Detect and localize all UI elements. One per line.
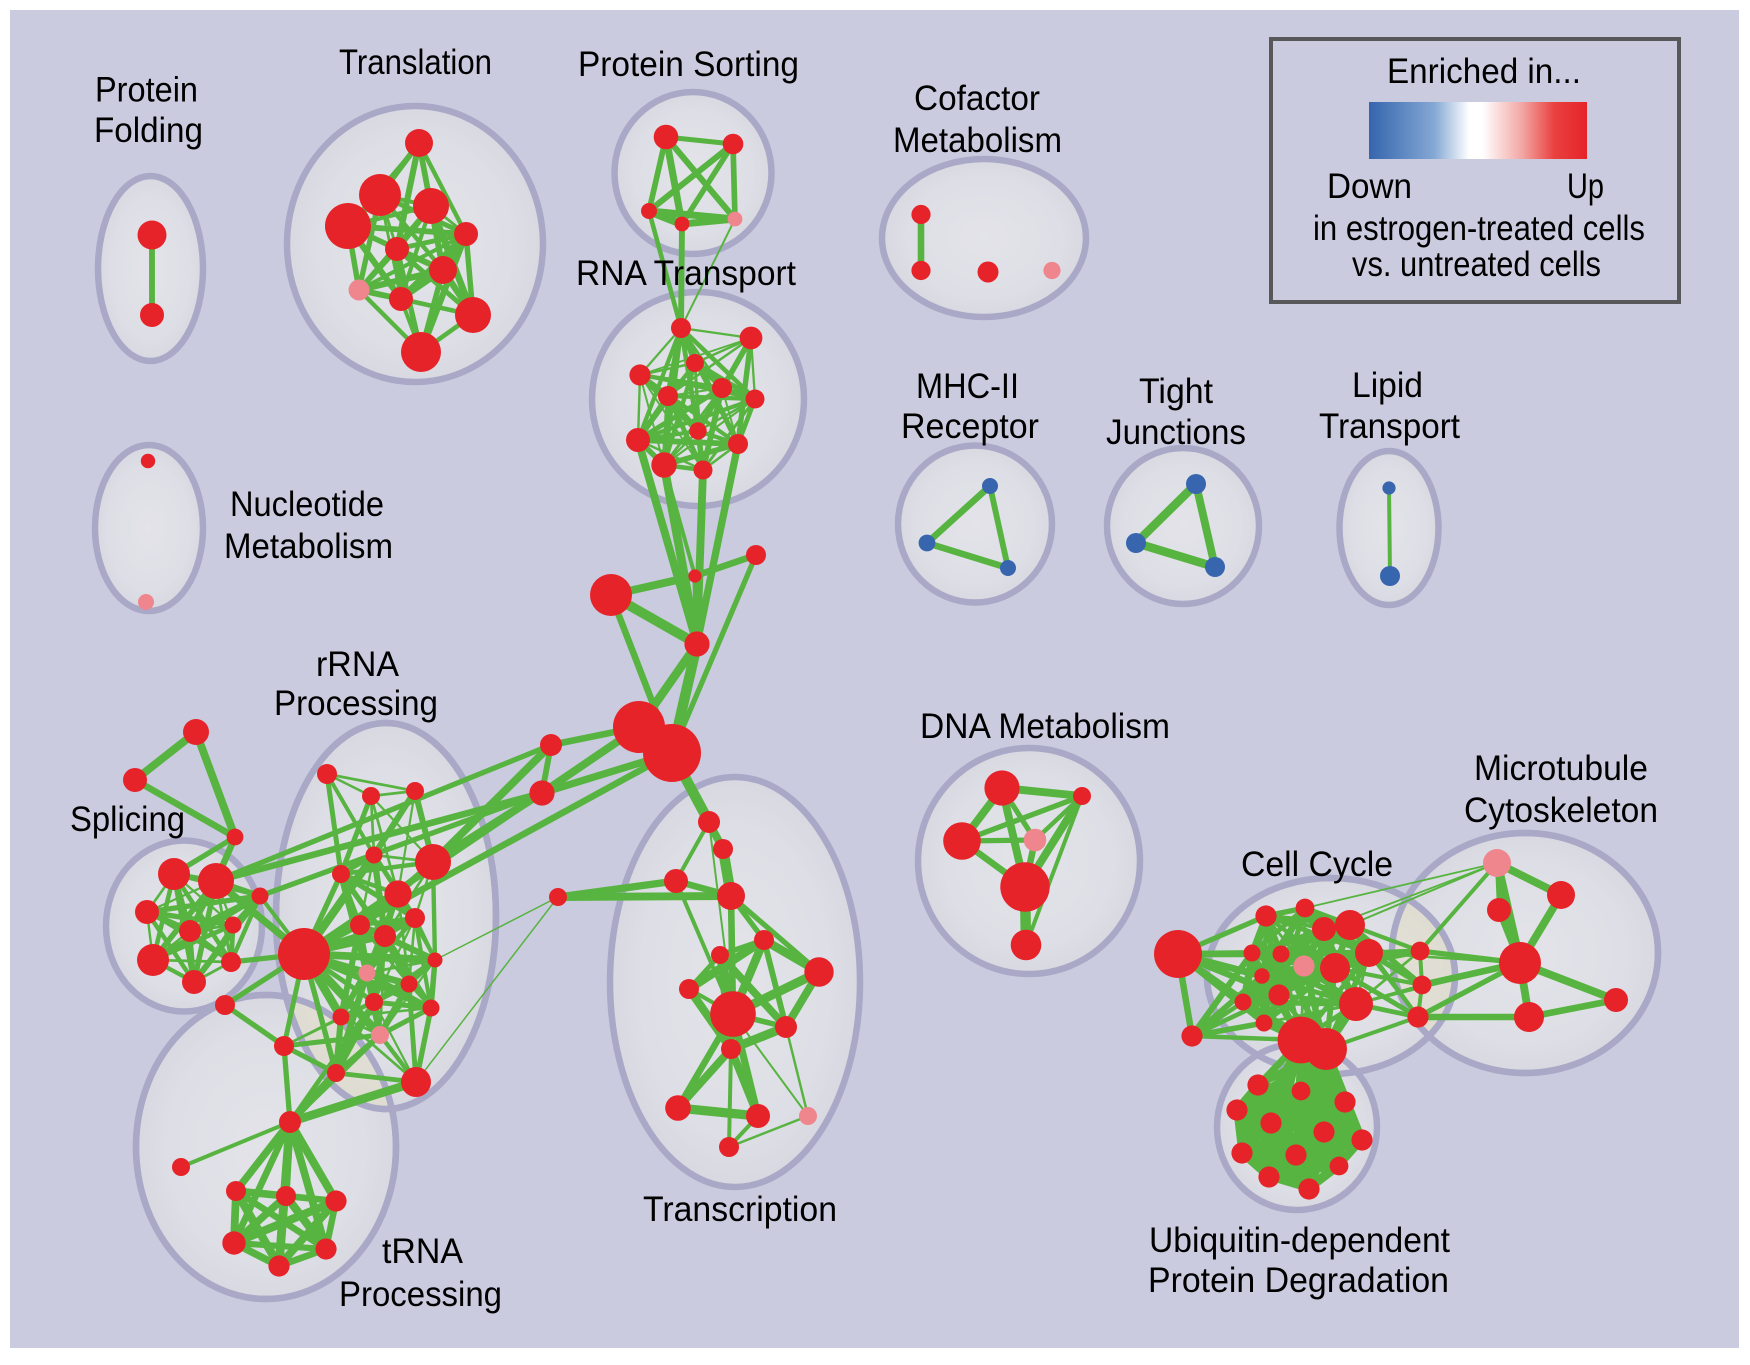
svg-text:Metabolism: Metabolism	[893, 121, 1062, 160]
svg-text:Lipid: Lipid	[1352, 366, 1423, 405]
svg-text:Tight: Tight	[1139, 372, 1213, 411]
svg-text:Down: Down	[1327, 167, 1412, 206]
svg-text:Splicing: Splicing	[70, 800, 185, 839]
svg-text:Enriched in...: Enriched in...	[1387, 52, 1581, 91]
svg-text:Processing: Processing	[274, 684, 438, 723]
svg-text:Receptor: Receptor	[901, 407, 1039, 446]
svg-text:Protein: Protein	[95, 71, 198, 110]
svg-text:Up: Up	[1567, 167, 1604, 206]
svg-text:Microtubule: Microtubule	[1474, 749, 1648, 788]
svg-text:Junctions: Junctions	[1106, 413, 1246, 452]
svg-text:tRNA: tRNA	[382, 1232, 464, 1271]
svg-text:DNA Metabolism: DNA Metabolism	[920, 707, 1170, 746]
svg-text:Folding: Folding	[94, 111, 203, 150]
svg-text:Metabolism: Metabolism	[224, 527, 393, 566]
svg-text:MHC-II: MHC-II	[916, 367, 1019, 406]
svg-text:Processing: Processing	[339, 1275, 502, 1314]
svg-text:Protein Sorting: Protein Sorting	[578, 45, 799, 84]
svg-text:Cell Cycle: Cell Cycle	[1241, 845, 1393, 884]
svg-text:Transcription: Transcription	[643, 1190, 837, 1229]
svg-text:Protein Degradation: Protein Degradation	[1148, 1261, 1449, 1300]
svg-text:Translation: Translation	[339, 43, 492, 82]
svg-text:Cytoskeleton: Cytoskeleton	[1464, 791, 1658, 830]
svg-text:RNA Transport: RNA Transport	[576, 254, 796, 293]
svg-text:Cofactor: Cofactor	[914, 79, 1040, 118]
svg-text:Nucleotide: Nucleotide	[230, 485, 384, 524]
svg-text:rRNA: rRNA	[316, 645, 400, 684]
svg-text:Ubiquitin-dependent: Ubiquitin-dependent	[1149, 1221, 1450, 1260]
svg-text:in estrogen-treated cells: in estrogen-treated cells	[1313, 209, 1645, 248]
svg-text:Transport: Transport	[1319, 407, 1460, 446]
svg-text:vs. untreated cells: vs. untreated cells	[1352, 245, 1601, 284]
